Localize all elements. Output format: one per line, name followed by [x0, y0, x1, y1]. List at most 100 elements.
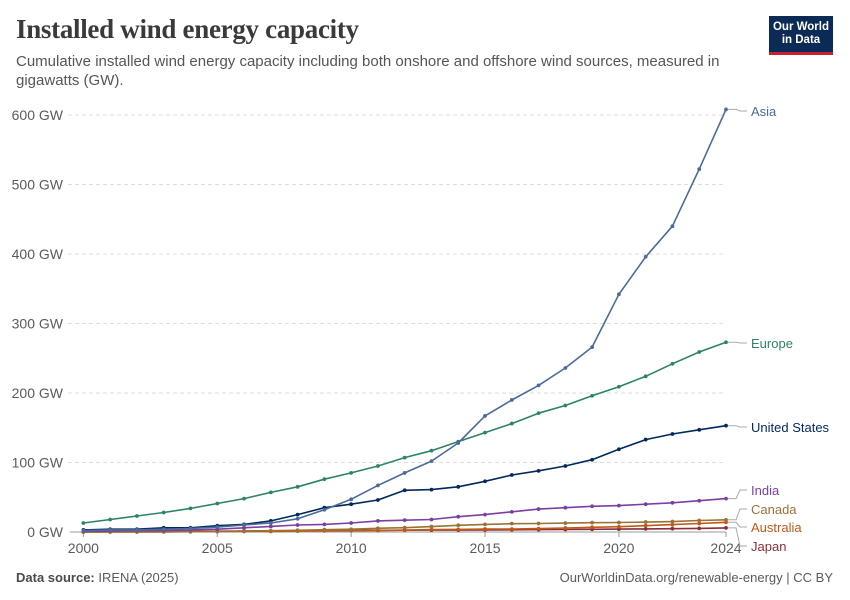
data-point-europe — [295, 484, 300, 489]
leader-line-europe — [728, 341, 747, 344]
data-point-europe — [429, 448, 434, 453]
data-point-united-states — [456, 484, 461, 489]
data-point-india — [697, 498, 702, 503]
data-point-asia — [670, 224, 675, 229]
data-point-australia — [429, 527, 434, 532]
data-point-europe — [724, 340, 728, 345]
data-point-asia — [161, 527, 166, 532]
data-point-japan — [724, 525, 728, 530]
data-point-asia — [349, 497, 354, 502]
data-point-india — [456, 514, 461, 519]
series-label-canada[interactable]: Canada — [751, 502, 797, 517]
data-point-asia — [295, 516, 300, 521]
data-point-europe — [536, 411, 541, 416]
x-axis: 2000 2005 2010 2015 2020 2024 — [68, 531, 742, 556]
data-point-india — [322, 522, 327, 527]
data-point-asia — [429, 459, 434, 464]
data-point-canada — [724, 517, 728, 522]
source-link[interactable]: OurWorldinData.org/renewable-energy — [559, 570, 783, 585]
chart-subtitle: Cumulative installed wind energy capacit… — [16, 53, 720, 89]
data-point-canada — [402, 525, 407, 530]
data-point-australia — [456, 527, 461, 532]
series-label-japan[interactable]: Japan — [751, 539, 786, 554]
y-tick-label: 200 GW — [12, 385, 64, 401]
license-text: | CC BY — [786, 570, 833, 585]
series-label-india[interactable]: India — [751, 483, 780, 498]
chart-title: Installed wind energy capacity — [16, 14, 359, 44]
y-tick-label: 100 GW — [12, 455, 64, 471]
data-point-asia — [697, 167, 702, 172]
series-line-united-states[interactable] — [83, 424, 727, 531]
series-lines — [81, 107, 728, 534]
series-label-asia[interactable]: Asia — [751, 104, 777, 119]
series-line-asia[interactable] — [83, 109, 727, 532]
data-point-india — [295, 523, 300, 527]
data-point-canada — [483, 522, 487, 527]
data-point-united-states — [616, 447, 621, 452]
gridlines — [68, 114, 726, 463]
data-point-japan — [643, 526, 648, 531]
data-point-europe — [268, 490, 273, 495]
data-point-united-states — [429, 487, 434, 492]
data-point-asia — [483, 414, 487, 418]
data-point-asia — [242, 523, 246, 527]
x-tick-label: 2024 — [710, 540, 741, 556]
y-tick-label: 300 GW — [12, 316, 64, 332]
data-point-japan — [697, 526, 702, 531]
data-point-europe — [483, 430, 487, 435]
data-point-canada — [536, 521, 541, 526]
data-point-asia — [376, 483, 380, 488]
leader-line-canada — [728, 508, 747, 521]
data-point-europe — [616, 384, 621, 389]
data-point-australia — [483, 527, 487, 531]
data-point-india — [349, 521, 354, 525]
data-point-united-states — [670, 432, 675, 436]
data-point-asia — [268, 521, 273, 525]
leader-line-japan — [728, 527, 747, 547]
data-point-australia — [509, 527, 514, 531]
data-point-united-states — [295, 512, 300, 517]
data-point-asia — [456, 441, 461, 445]
data-point-australia — [643, 523, 648, 528]
data-point-japan — [670, 526, 675, 531]
data-point-canada — [295, 528, 300, 533]
series-label-australia[interactable]: Australia — [751, 520, 802, 535]
line-chart: 0 GW 100 GW 200 GW 300 GW 400 GW 500 GW 600 GW… — [12, 104, 830, 556]
data-point-europe — [108, 517, 113, 522]
series-labels: Asia Europe United States India Canada Austra… — [728, 104, 830, 554]
data-point-india — [509, 509, 514, 514]
data-source-value: IRENA (2025) — [98, 570, 179, 585]
data-point-europe — [402, 455, 407, 460]
data-point-india — [643, 502, 648, 507]
data-point-india — [242, 525, 246, 530]
owid-logo[interactable]: Our World in Data — [769, 16, 833, 55]
data-point-asia — [724, 107, 728, 112]
data-point-europe — [188, 506, 193, 511]
data-point-canada — [349, 527, 354, 532]
x-tick-label: 2015 — [469, 540, 500, 556]
data-point-australia — [697, 521, 702, 526]
data-point-asia — [563, 366, 568, 370]
y-tick-label: 0 GW — [27, 524, 64, 540]
series-label-europe[interactable]: Europe — [751, 336, 793, 351]
data-point-india — [616, 503, 621, 508]
leader-line-australia — [728, 521, 747, 528]
data-point-canada — [670, 519, 675, 524]
data-point-asia — [81, 528, 86, 533]
data-point-australia — [536, 526, 541, 531]
data-point-canada — [268, 528, 273, 533]
data-point-india — [563, 505, 568, 510]
data-point-asia — [108, 528, 113, 532]
x-tick-label: 2000 — [68, 540, 99, 556]
data-point-india — [268, 524, 273, 529]
series-label-united-states[interactable]: United States — [751, 420, 830, 435]
series-line-europe[interactable] — [83, 341, 727, 524]
data-point-united-states — [402, 488, 407, 493]
y-tick-label: 400 GW — [12, 246, 64, 262]
data-point-europe — [697, 350, 702, 354]
data-point-asia — [402, 471, 407, 475]
data-point-india — [670, 500, 675, 505]
data-point-canada — [456, 523, 461, 528]
data-point-canada — [643, 520, 648, 524]
leader-line-united-states — [728, 425, 747, 428]
